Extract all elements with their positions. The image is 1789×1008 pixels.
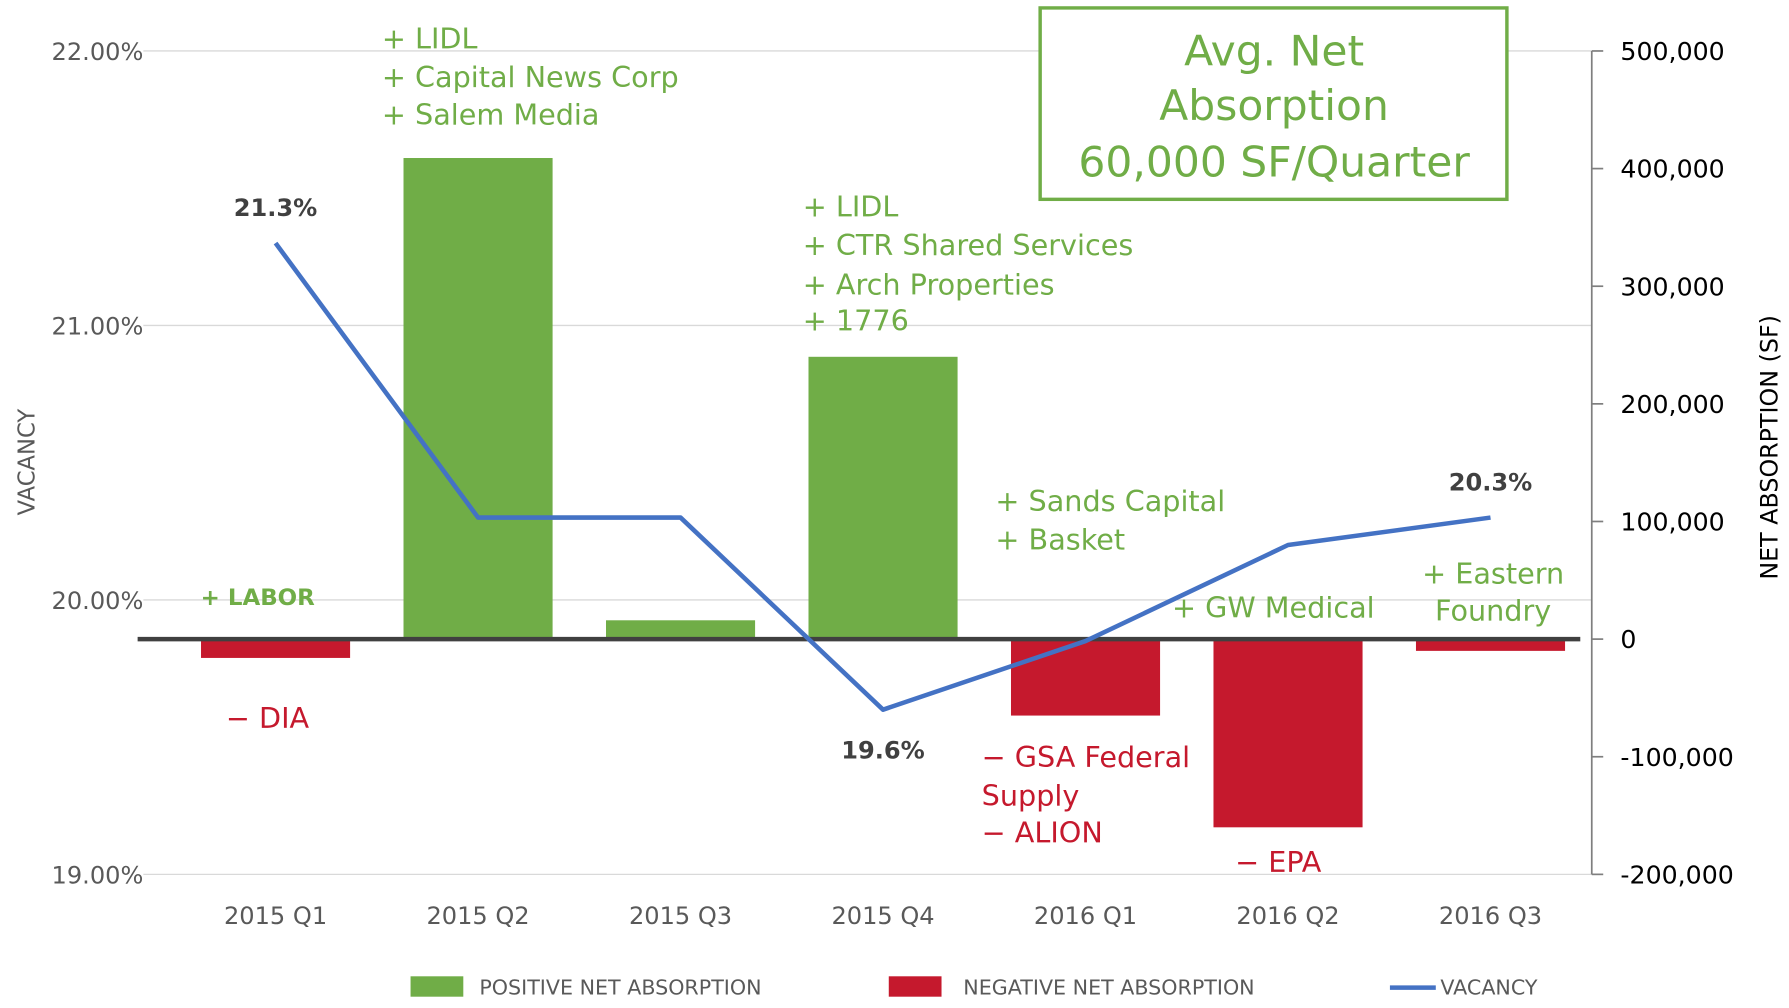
- annotation: + 1776: [803, 305, 909, 338]
- y2-tick-label: 500,000: [1620, 37, 1724, 66]
- y2-tick-label: 100,000: [1620, 508, 1724, 537]
- annotation: + Salem Media: [382, 99, 600, 132]
- x-tick-label: 2015 Q4: [831, 902, 934, 930]
- annotation: Supply: [982, 779, 1080, 812]
- data-label: 21.3%: [234, 194, 318, 222]
- bar: [1010, 639, 1161, 716]
- legend-label: POSITIVE NET ABSORPTION: [479, 976, 761, 1000]
- legend-swatch: [888, 976, 942, 997]
- bar: [808, 356, 958, 640]
- y-tick-label: 19.00%: [52, 862, 144, 890]
- y-axis-title: VACANCY: [14, 409, 40, 516]
- annotation: + LIDL: [382, 23, 478, 56]
- bar: [1213, 639, 1363, 828]
- x-tick-label: 2015 Q2: [426, 902, 529, 930]
- x-tick-label: 2016 Q2: [1236, 902, 1339, 930]
- annotation: − DIA: [226, 702, 310, 735]
- bar: [1415, 639, 1566, 651]
- legend-label: NEGATIVE NET ABSORPTION: [963, 976, 1254, 1000]
- annotation: + Arch Properties: [803, 269, 1055, 302]
- y2-axis-title: NET ABSORPTION (SF): [1755, 315, 1783, 580]
- chart-area: 19.00% 20.00% 21.00% 22.00% -200,000 -100,000…: [14, 6, 1784, 1000]
- callout-text: 60,000 SF/Quarter: [1078, 138, 1470, 187]
- annotation: − GSA Federal: [982, 741, 1190, 774]
- y2-tick-label: -100,000: [1620, 743, 1733, 772]
- data-label: 20.3%: [1449, 469, 1533, 497]
- x-tick-label: 2015 Q3: [629, 902, 732, 930]
- annotation: + Basket: [995, 523, 1125, 556]
- y2-tick-label: 0: [1620, 625, 1636, 654]
- annotation: + Eastern: [1422, 557, 1564, 590]
- y2-tick-label: 300,000: [1620, 272, 1724, 301]
- y2-tick-label: -200,000: [1620, 861, 1733, 890]
- bar: [201, 639, 351, 658]
- annotation: − ALION: [982, 817, 1103, 850]
- annotation: + Capital News Corp: [382, 61, 679, 94]
- annotation: + CTR Shared Services: [803, 229, 1134, 262]
- annotation: − EPA: [1235, 846, 1322, 879]
- callout-text: Avg. Net: [1184, 27, 1364, 76]
- callout-text: Absorption: [1159, 81, 1389, 130]
- x-tick-label: 2016 Q3: [1439, 902, 1542, 930]
- y2-tick-label: 200,000: [1620, 390, 1724, 419]
- annotation: + GW Medical: [1172, 591, 1375, 624]
- annotation: + Sands Capital: [995, 485, 1225, 518]
- annotation: + LABOR: [201, 585, 316, 611]
- data-label: 19.6%: [841, 737, 925, 765]
- y-tick-label: 22.00%: [52, 38, 144, 66]
- y-tick-label: 21.00%: [52, 313, 144, 341]
- x-tick-label: 2016 Q1: [1034, 902, 1137, 930]
- legend-label: VACANCY: [1440, 976, 1538, 1000]
- legend-swatch: [410, 976, 464, 997]
- bar: [403, 158, 553, 640]
- annotation: + LIDL: [803, 190, 899, 223]
- callout-box: [1038, 6, 1509, 202]
- x-tick-label: 2015 Q1: [224, 902, 327, 930]
- annotation: Foundry: [1435, 595, 1551, 628]
- y-tick-label: 20.00%: [52, 587, 144, 615]
- bar: [606, 620, 756, 640]
- y2-tick-label: 400,000: [1620, 155, 1724, 184]
- vacancy-line: [273, 241, 1491, 712]
